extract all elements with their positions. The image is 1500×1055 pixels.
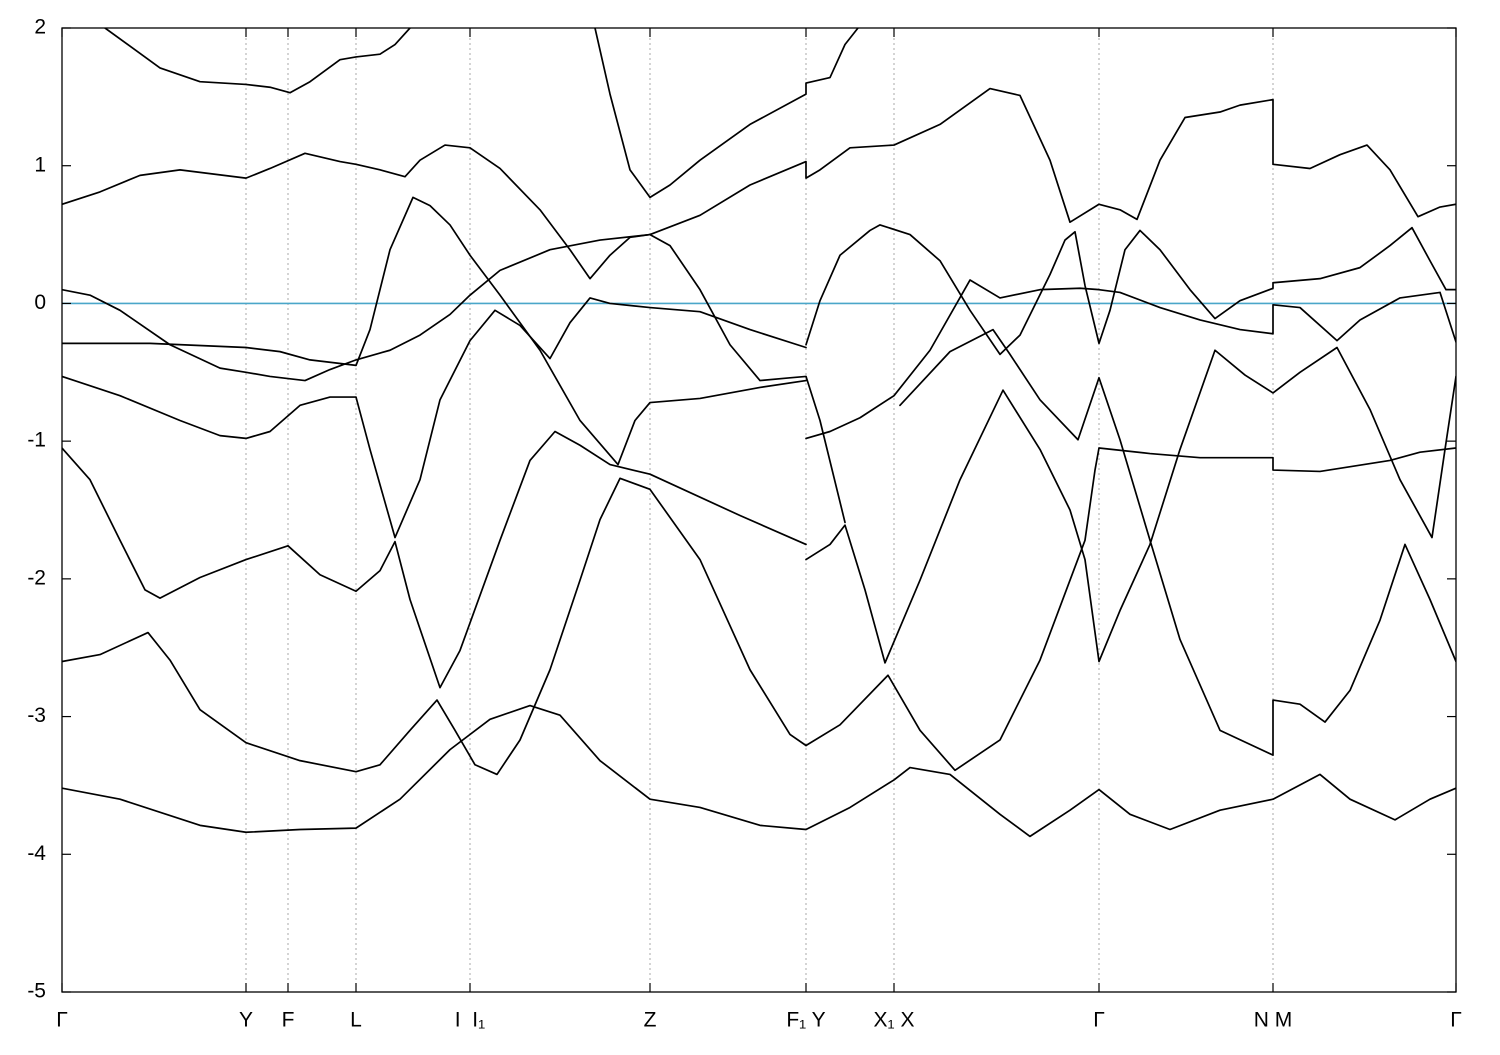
x-tick-label: N M xyxy=(1254,1009,1293,1032)
y-tick-label: 0 xyxy=(34,291,46,314)
x-tick-label: X₁ X xyxy=(874,1009,915,1032)
y-tick-label: 1 xyxy=(34,153,46,176)
band-line xyxy=(805,279,1456,440)
x-tick-label: Y xyxy=(239,1009,253,1032)
x-tick-label: L xyxy=(350,1009,362,1032)
y-tick-label: -5 xyxy=(27,980,46,1003)
x-tick-label: Γ xyxy=(56,1009,68,1032)
grid xyxy=(61,28,1457,992)
y-tick-label: 2 xyxy=(34,16,46,39)
x-tick-label: Γ xyxy=(1093,1009,1105,1032)
band-line xyxy=(62,477,807,776)
band-line xyxy=(805,346,1456,664)
x-tick-label: Z xyxy=(644,1009,657,1032)
band-line xyxy=(62,196,807,466)
y-tick-label: -2 xyxy=(27,566,46,589)
plot-frame xyxy=(61,27,1457,993)
band-line xyxy=(62,430,807,689)
band-line xyxy=(62,233,846,524)
band-line xyxy=(62,297,807,539)
x-tick-label: Γ xyxy=(1450,1009,1462,1032)
y-tick-label: -4 xyxy=(27,842,46,865)
x-tick-label: I I₁ xyxy=(455,1009,485,1032)
x-tick-label: F xyxy=(282,1009,295,1032)
band-line xyxy=(62,704,1456,838)
y-tick-label: -1 xyxy=(27,429,46,452)
band-line xyxy=(805,447,1456,772)
axes: -5 -4 -3 -2 -1 0 1 2 Γ Y F L I I₁ Z F₁ Y X₁ X Γ N M Γ xyxy=(27,16,1461,1032)
band-line xyxy=(805,224,1456,356)
band-line xyxy=(594,28,859,199)
band-line xyxy=(899,328,1456,756)
y-tick-label: -3 xyxy=(27,704,46,727)
x-tick-label: F₁ Y xyxy=(786,1009,825,1032)
band-line xyxy=(104,28,411,94)
bands xyxy=(62,28,1456,838)
band-line xyxy=(62,87,1456,280)
